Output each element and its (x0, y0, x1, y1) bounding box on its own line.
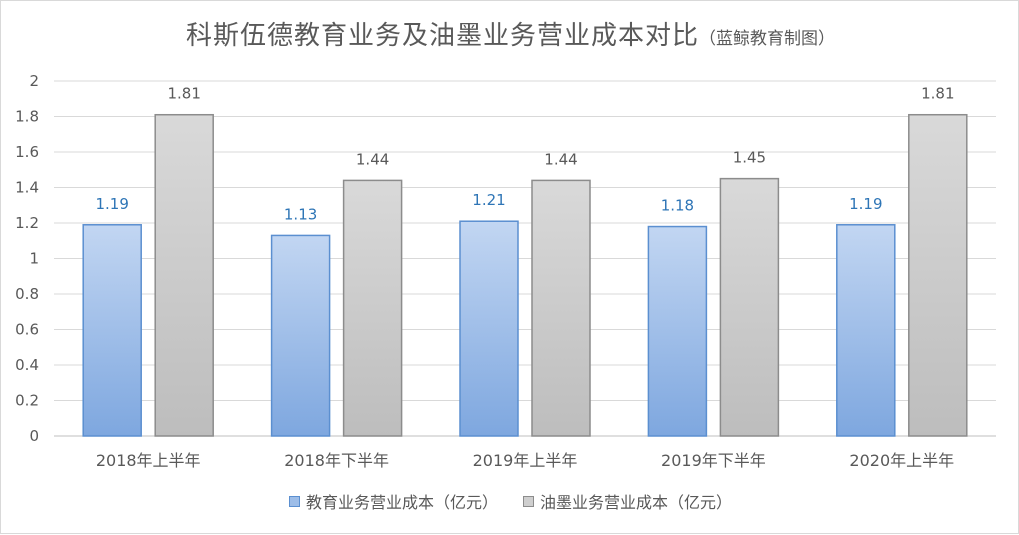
bar-ink (908, 113, 968, 437)
y-tick-label: 0.2 (15, 392, 39, 410)
bar-education (647, 225, 708, 437)
y-tick-label: 1.2 (15, 214, 39, 232)
data-label-education: 1.19 (95, 195, 128, 213)
legend-swatch-ink (523, 495, 535, 507)
y-tick-label: 0.8 (15, 285, 39, 303)
x-category-label: 2020年上半年 (849, 451, 954, 470)
bar-education (82, 224, 142, 437)
y-tick-label: 0.6 (15, 321, 39, 339)
legend-item-education: 教育业务营业成本（亿元） (288, 489, 498, 513)
bar-ink (154, 113, 214, 437)
legend-label-education: 教育业务营业成本（亿元） (305, 493, 498, 512)
bar-ink (342, 179, 403, 437)
data-label-education: 1.19 (849, 195, 882, 213)
data-label-education: 1.18 (661, 197, 694, 215)
bar-education (836, 224, 896, 437)
y-tick-label: 1.4 (15, 179, 39, 197)
legend-item-ink: 油墨业务营业成本（亿元） (523, 489, 732, 513)
chart-legend: 教育业务营业成本（亿元） 油墨业务营业成本（亿元） (1, 489, 1019, 513)
bar-ink (531, 179, 591, 437)
data-label-ink: 1.81 (167, 85, 200, 103)
data-label-ink: 1.44 (544, 150, 577, 168)
chart-title: 科斯伍德教育业务及油墨业务营业成本对比 (185, 21, 699, 51)
y-tick-label: 1 (29, 250, 39, 268)
data-label-education: 1.21 (472, 191, 505, 209)
bar-education (270, 234, 331, 437)
y-tick-label: 0.4 (15, 356, 39, 374)
y-tick-label: 0 (29, 427, 39, 445)
x-category-label: 2018年下半年 (284, 451, 389, 470)
bar-ink (719, 177, 780, 437)
bar-education (459, 220, 519, 437)
x-category-label: 2019年上半年 (473, 451, 578, 470)
legend-label-ink: 油墨业务营业成本（亿元） (540, 493, 733, 512)
x-category-label: 2018年上半年 (96, 451, 201, 470)
data-label-ink: 1.44 (356, 150, 389, 168)
data-label-education: 1.13 (284, 205, 317, 223)
y-tick-label: 1.6 (15, 143, 39, 161)
chart-title-block: 科斯伍德教育业务及油墨业务营业成本对比（蓝鲸教育制图） (1, 15, 1019, 52)
x-category-label: 2019年下半年 (661, 451, 766, 470)
y-tick-label: 2 (29, 72, 39, 90)
y-tick-label: 1.8 (15, 108, 39, 126)
chart-subtitle: （蓝鲸教育制图） (699, 29, 835, 49)
data-label-ink: 1.45 (733, 149, 766, 167)
data-label-ink: 1.81 (921, 85, 954, 103)
legend-swatch-education (288, 495, 300, 507)
